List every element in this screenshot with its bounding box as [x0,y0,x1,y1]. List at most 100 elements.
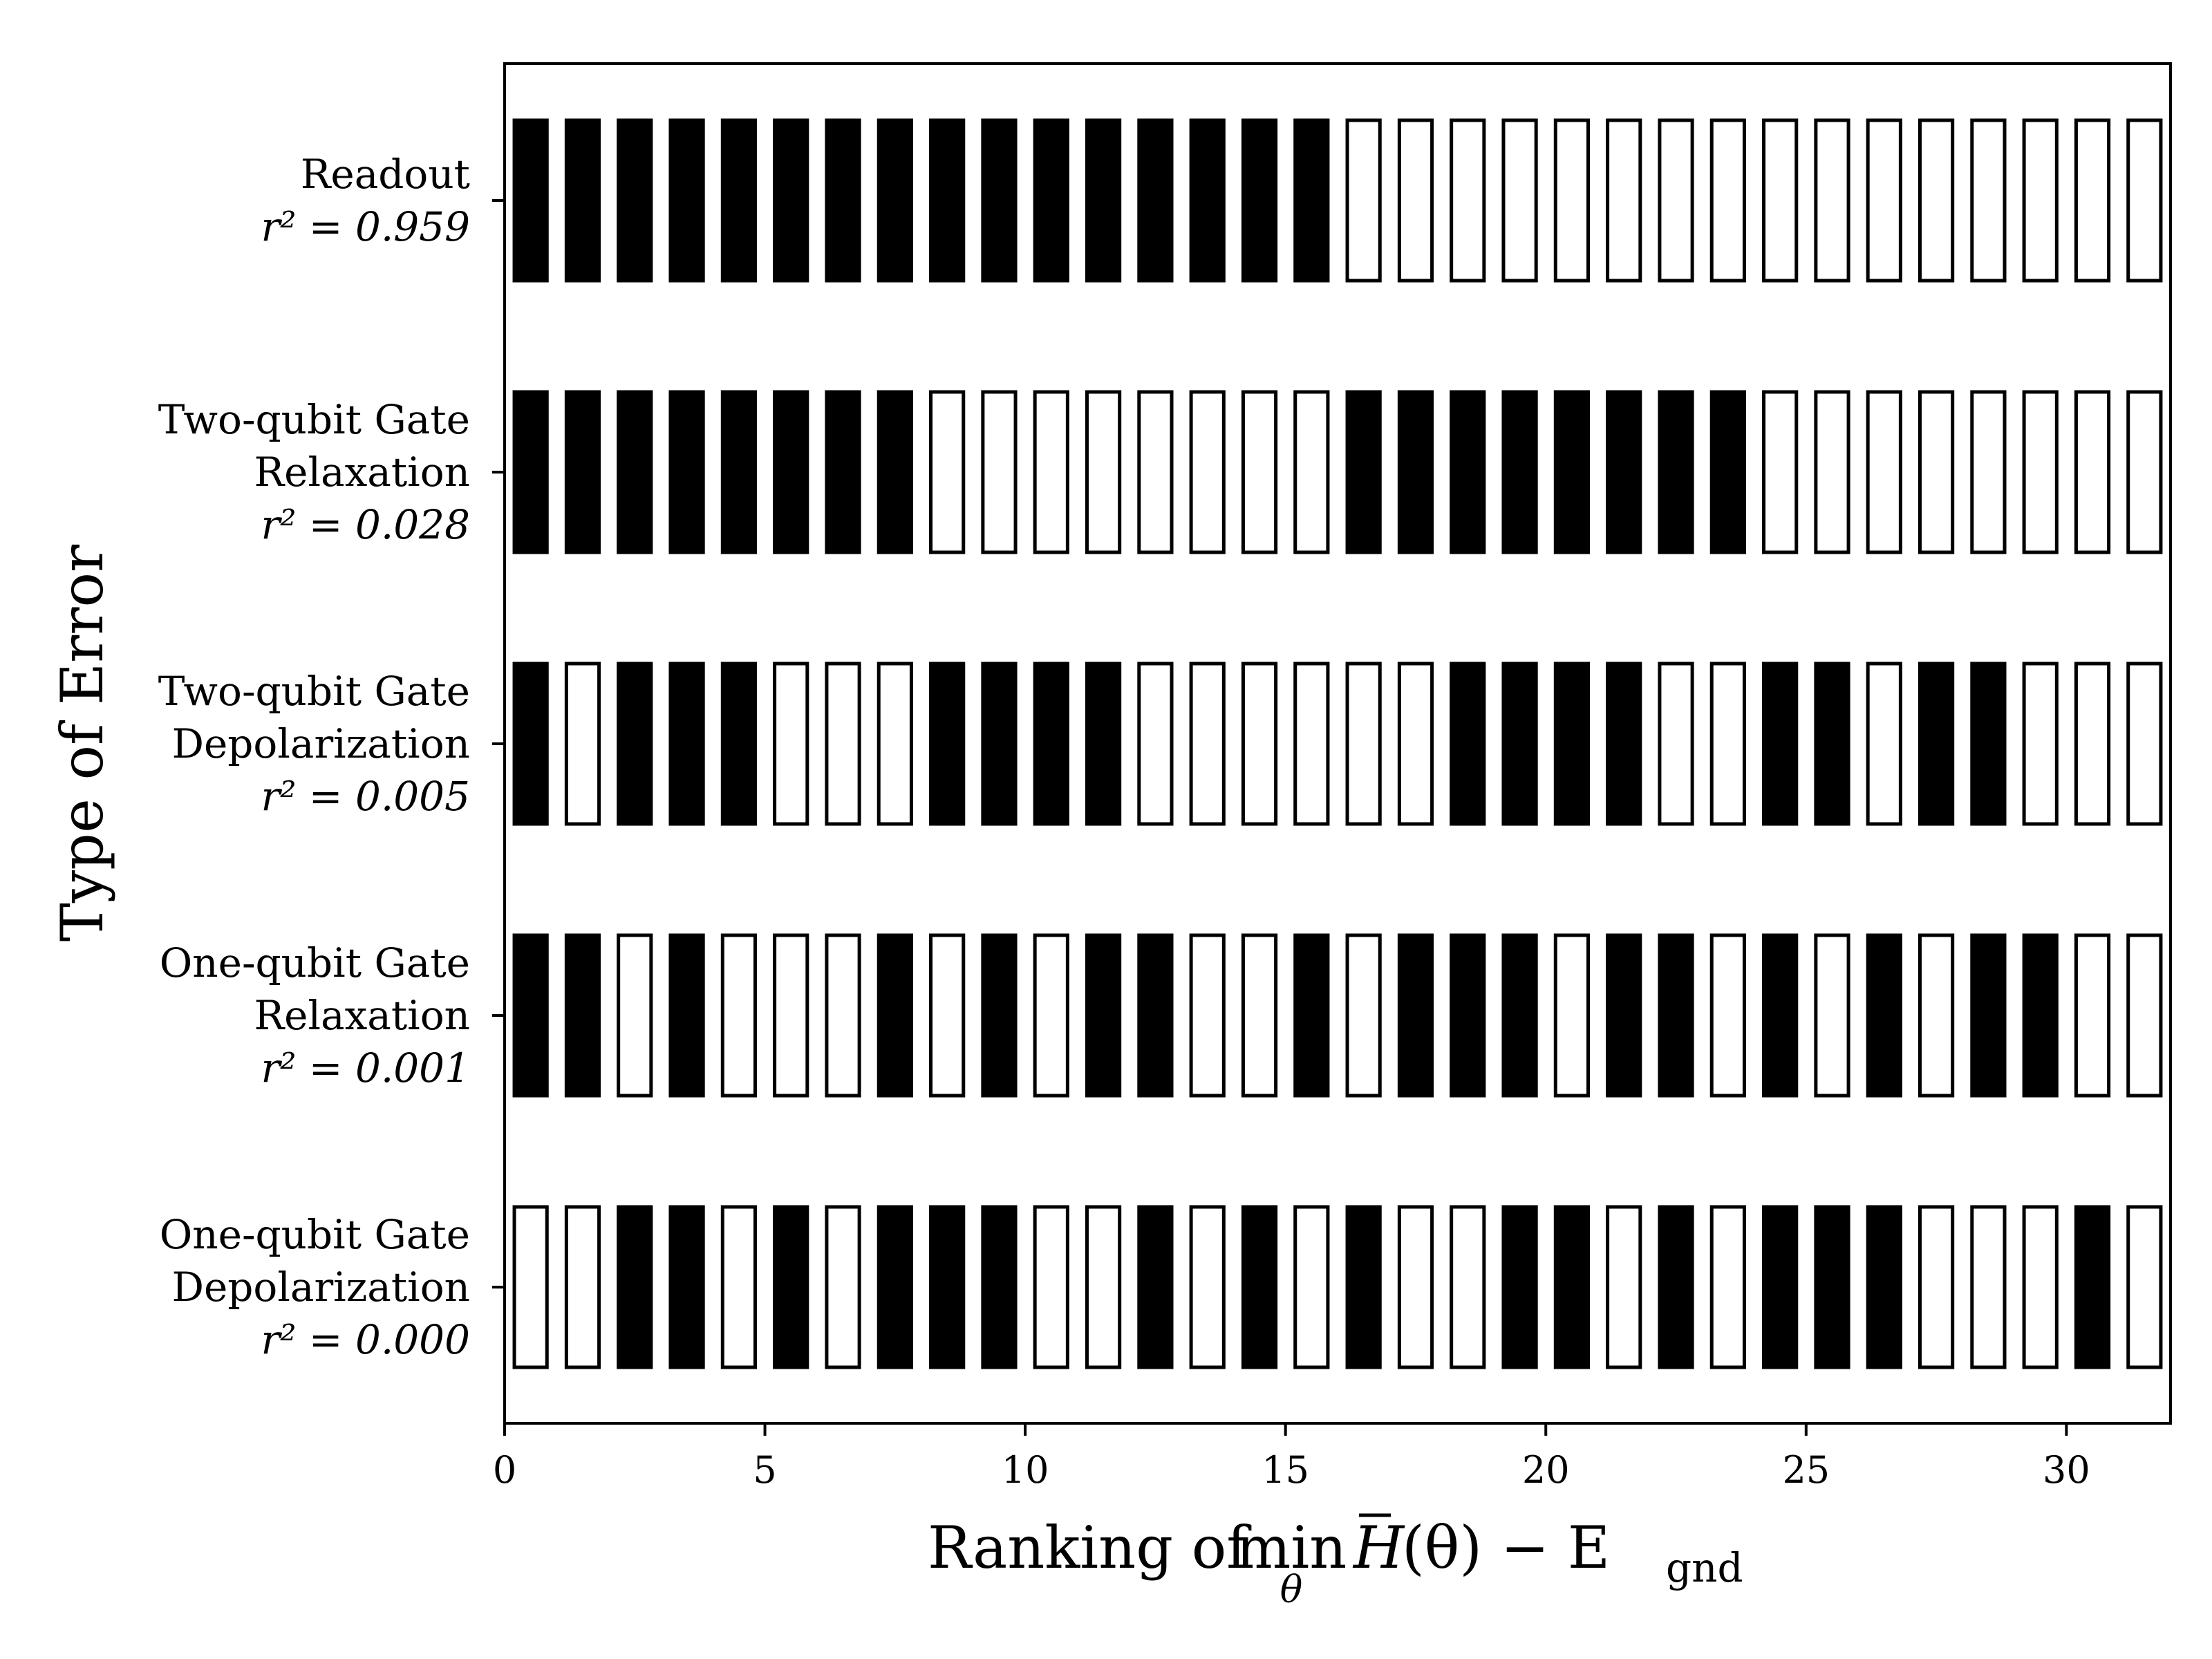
cell-r4-c22 [1658,1205,1694,1369]
cell-r1-c1 [564,390,601,554]
cell-r4-c24 [1762,1205,1799,1369]
cell-r4-c14 [1241,1205,1278,1369]
cell-r2-c18 [1450,662,1486,826]
cell-r0-c18 [1450,118,1486,283]
y-category-r2-label: r² = 0.000 [261,1316,471,1363]
cell-r0-c5 [773,118,809,283]
y-category-label: One-qubit Gate [160,939,470,986]
cell-r2-c22 [1658,662,1694,826]
cell-r1-c19 [1501,390,1538,554]
cell-r1-c9 [981,390,1018,554]
cell-r2-c31 [2126,662,2163,826]
cell-r1-c13 [1189,390,1226,554]
cell-r3-c18 [1450,933,1486,1098]
cell-r1-c7 [877,390,913,554]
y-category-label: Readout [301,151,470,198]
cell-r3-c21 [1606,933,1642,1098]
cell-r4-c1 [564,1205,601,1369]
cell-r1-c6 [825,390,861,554]
cell-r3-c11 [1085,933,1122,1098]
cell-r4-c10 [1033,1205,1069,1369]
cell-r1-c8 [929,390,966,554]
cell-r4-c12 [1137,1205,1174,1369]
cell-r2-c20 [1553,662,1591,826]
x-tick-label: 0 [493,1448,516,1492]
cell-r4-c21 [1606,1205,1642,1369]
cell-r2-c11 [1085,662,1122,826]
cell-r0-c25 [1814,118,1850,283]
cell-r0-c1 [564,118,601,283]
cell-r1-c2 [617,390,653,554]
cell-r3-c27 [1918,933,1955,1098]
y-category-label: Two-qubit Gate [158,668,470,715]
cell-r1-c24 [1762,390,1799,554]
cell-r0-c3 [668,118,705,283]
cell-r0-c15 [1293,118,1330,283]
cell-r1-c29 [2022,390,2059,554]
cell-r4-c11 [1085,1205,1122,1369]
cell-r0-c22 [1658,118,1694,283]
y-category-r2-label: r² = 0.959 [261,203,471,250]
cell-r1-c15 [1293,390,1330,554]
cell-r0-c20 [1553,118,1591,283]
cell-r2-c4 [720,662,758,826]
cell-r4-c9 [981,1205,1018,1369]
cell-r2-c7 [877,662,913,826]
cell-r4-c13 [1189,1205,1226,1369]
cell-r4-c15 [1293,1205,1330,1369]
x-axis-title-prefix: Ranking of [928,1514,1252,1582]
y-category-label: Relaxation [254,449,470,496]
cell-r2-c15 [1293,662,1330,826]
cell-r2-c29 [2022,662,2059,826]
cell-r1-c20 [1553,390,1591,554]
cell-r0-c26 [1866,118,1902,283]
cell-r0-c2 [617,118,653,283]
cell-r1-c11 [1085,390,1122,554]
cell-r0-c13 [1189,118,1226,283]
cell-r0-c16 [1345,118,1382,283]
cell-r2-c24 [1762,662,1799,826]
heatmap-cells [512,118,2163,1369]
x-tick-label: 10 [1002,1448,1049,1492]
x-axis-title-min: min [1236,1514,1347,1582]
x-tick-label: 5 [753,1448,776,1492]
cell-r0-c31 [2126,118,2163,283]
x-tick-label: 15 [1262,1448,1309,1492]
cell-r1-c16 [1345,390,1382,554]
x-axis-title-expr: (θ) − E [1402,1514,1610,1582]
cell-r2-c27 [1918,662,1955,826]
y-axis: Readout r² = 0.959 Two-qubit Gate Relaxatio… [158,151,505,1363]
cell-r0-c30 [2074,118,2111,283]
y-category-r2-label: r² = 0.028 [261,501,471,548]
x-axis-title-h: H [1352,1514,1405,1582]
cell-r1-c31 [2126,390,2163,554]
cell-r3-c4 [720,933,758,1098]
cell-r3-c2 [617,933,653,1098]
cell-r0-c27 [1918,118,1955,283]
cell-r4-c29 [2022,1205,2059,1369]
cell-r1-c5 [773,390,809,554]
cell-r0-c12 [1137,118,1174,283]
cell-r2-c21 [1606,662,1642,826]
cell-r2-c8 [929,662,966,826]
cell-r3-c29 [2022,933,2059,1098]
cell-r2-c13 [1189,662,1226,826]
cell-r1-c4 [720,390,758,554]
y-category-label: Relaxation [254,992,470,1039]
cell-r2-c1 [564,662,601,826]
y-category-r2-label: r² = 0.005 [261,773,471,820]
cell-r3-c19 [1501,933,1538,1098]
cell-r4-c18 [1450,1205,1486,1369]
cell-r1-c26 [1866,390,1902,554]
cell-r3-c14 [1241,933,1278,1098]
cell-r3-c9 [981,933,1018,1098]
y-axis-title: Type of Error [48,544,116,941]
cell-r2-c26 [1866,662,1902,826]
cell-r0-c8 [929,118,966,283]
cell-r1-c17 [1397,390,1434,554]
cell-r0-c10 [1033,118,1069,283]
cell-r3-c3 [668,933,705,1098]
cell-r3-c30 [2074,933,2111,1098]
cell-r0-c14 [1241,118,1278,283]
